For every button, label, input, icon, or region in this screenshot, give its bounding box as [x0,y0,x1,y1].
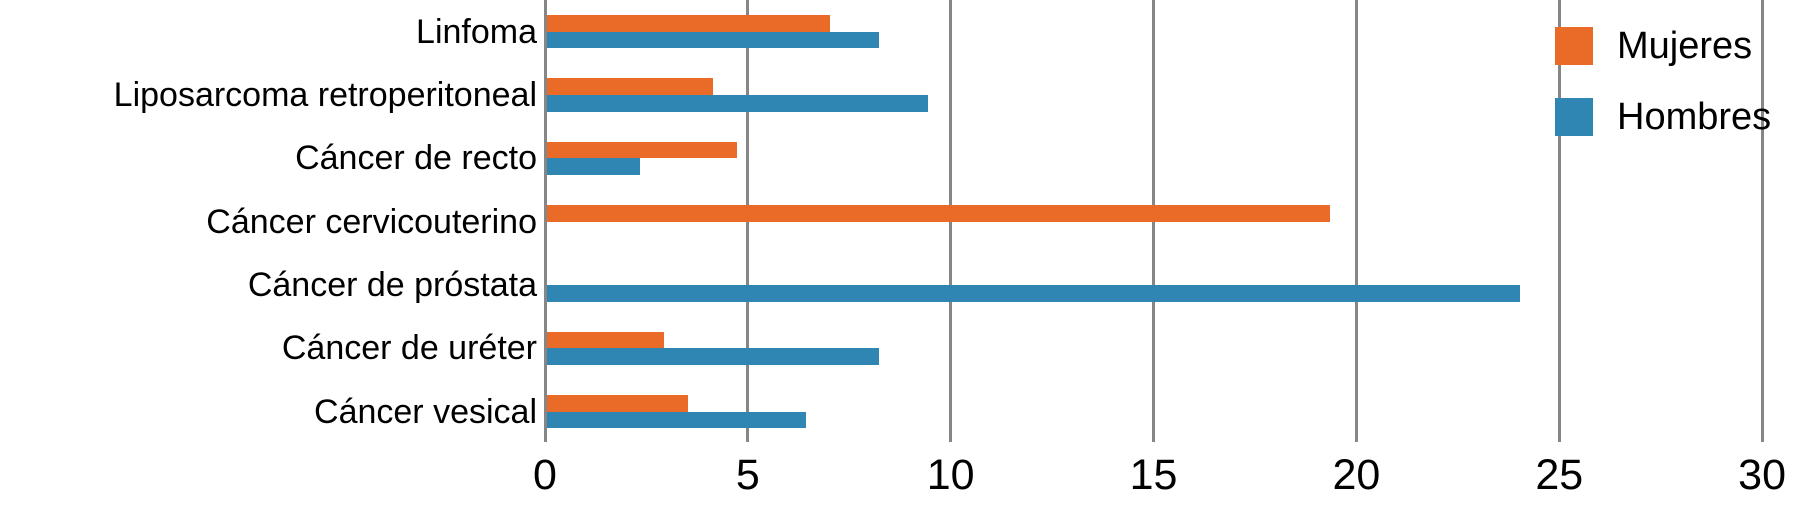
category-label-6: Cáncer vesical [314,392,537,431]
category-label-0: Linfoma [416,12,537,51]
bar-mujeres-6 [546,395,689,412]
legend-item-hombres: Hombres [1555,97,1771,137]
category-label-4: Cáncer de próstata [247,266,537,304]
mujeres-swatch-icon [1555,27,1593,65]
bar-mujeres-5 [546,331,665,349]
bar-mujeres-2 [546,141,738,159]
x-tick-label-15: 15 [1129,451,1178,499]
bar-hombres-1 [546,94,928,112]
gridline-20 [1354,0,1358,442]
gridline-30 [1760,0,1764,442]
bar-hombres-5 [546,348,880,365]
hombres-legend-label: Hombres [1617,96,1772,138]
category-label-1: Liposarcoma retroperitoneal [113,75,537,114]
x-tick-label-10: 10 [926,451,975,499]
bar-hombres-2 [546,158,640,175]
bar-mujeres-3 [546,205,1330,222]
legend-item-mujeres: Mujeres [1555,26,1752,66]
x-tick-label-0: 0 [533,451,557,499]
bar-hombres-4 [546,285,1521,302]
category-label-3: Cáncer cervicouterino [206,202,537,241]
category-label-5: Cáncer de uréter [281,329,537,368]
hombres-swatch-icon [1555,98,1593,136]
x-tick-label-20: 20 [1332,451,1381,499]
category-label-2: Cáncer de recto [295,139,537,178]
x-tick-label-30: 30 [1738,451,1787,499]
bar-mujeres-0 [546,15,831,32]
x-tick-label-25: 25 [1535,451,1584,499]
bar-hombres-6 [546,411,807,429]
gridline-25 [1557,0,1561,442]
mujeres-legend-label: Mujeres [1617,25,1753,67]
bar-mujeres-1 [546,78,713,95]
bar-hombres-0 [546,31,880,49]
x-tick-label-5: 5 [735,451,760,499]
gridline-0 [543,0,547,442]
